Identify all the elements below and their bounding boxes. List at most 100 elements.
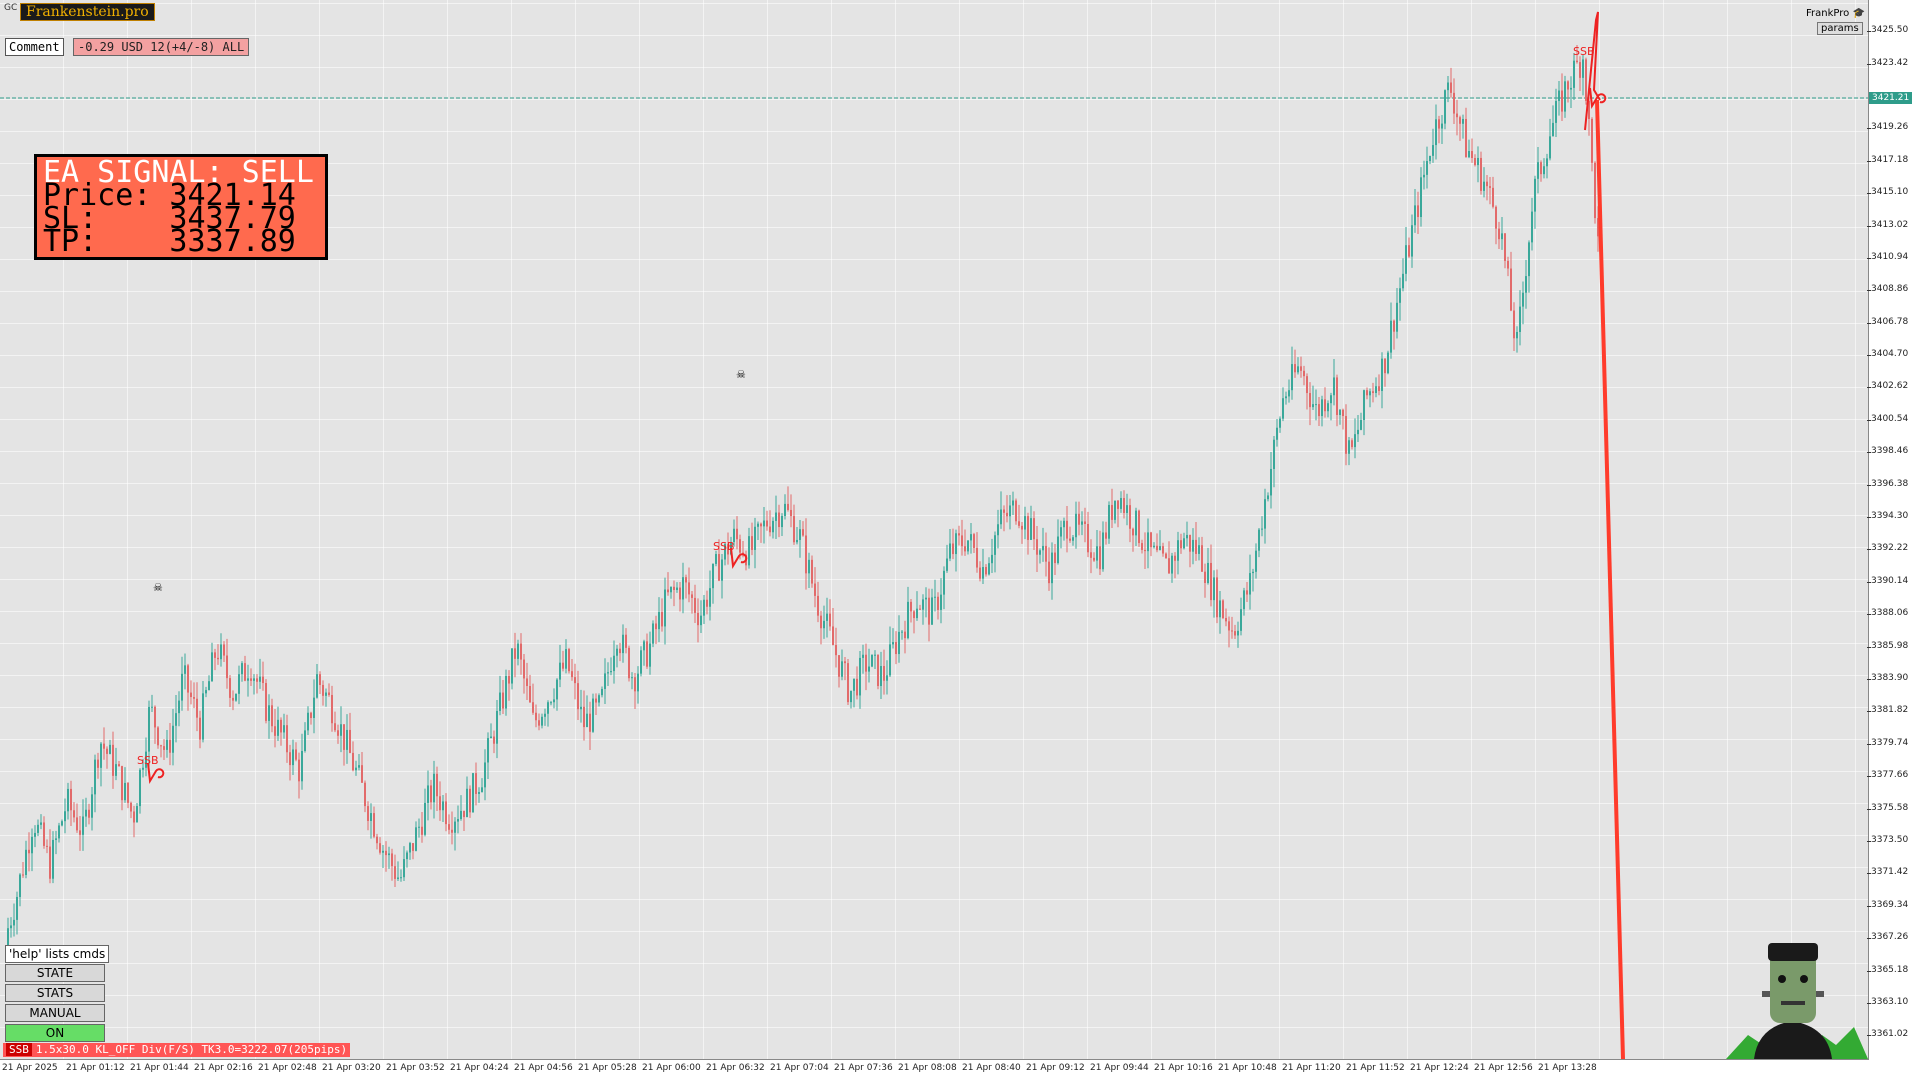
candle-body <box>1294 364 1296 373</box>
candle-body <box>808 559 810 574</box>
y-tick-label: 3388.06 <box>1866 608 1909 619</box>
y-tick-label: 3365.18 <box>1866 964 1909 975</box>
x-tick-label: 21 Apr 11:52 <box>1346 1063 1405 1073</box>
chart-area[interactable]: GC GC Frankenstein.pro Comment -0.29 USD… <box>0 0 1869 1060</box>
candle-body <box>646 641 648 667</box>
time-axis[interactable]: 21 Apr 2025 21 Apr 01:12 21 Apr 01:44 21 Ap… <box>0 1060 1920 1080</box>
x-tick-label: 21 Apr 2025 <box>2 1063 58 1073</box>
candle-body <box>1495 206 1497 229</box>
status-tag: SSB <box>6 1043 32 1056</box>
candle-body <box>1057 536 1059 564</box>
candle-body <box>1324 399 1326 412</box>
ssb-hook-marker <box>730 547 748 570</box>
x-tick-label: 21 Apr 01:44 <box>130 1063 189 1073</box>
candle-body <box>1192 539 1194 552</box>
y-tick-label: 3367.26 <box>1866 932 1909 943</box>
candle-body <box>388 853 390 856</box>
candle-body <box>583 706 585 728</box>
candle-body <box>511 648 513 684</box>
candle-body <box>295 749 297 760</box>
candle-body <box>958 533 960 536</box>
candle-body <box>1492 187 1494 207</box>
y-tick-label: 3392.22 <box>1866 543 1909 554</box>
candle-body <box>1327 403 1329 412</box>
candle-body <box>130 802 132 812</box>
candle-body <box>1075 513 1077 538</box>
candle-body <box>1366 390 1368 396</box>
candle-body <box>139 769 141 807</box>
candle-body <box>676 587 678 590</box>
candle-body <box>337 730 339 736</box>
candle-body <box>955 533 957 555</box>
params-button[interactable]: params <box>1817 22 1863 35</box>
candle-body <box>1180 540 1182 549</box>
candle-body <box>865 654 867 672</box>
candle-body <box>1390 320 1392 353</box>
candle-body <box>1498 228 1500 240</box>
state-button[interactable]: STATE <box>5 964 105 982</box>
candle-body <box>928 597 930 625</box>
candle-body <box>115 764 117 776</box>
y-tick-label: 3390.14 <box>1866 575 1909 586</box>
candle-body <box>856 678 858 696</box>
candle-body <box>793 516 795 543</box>
candle-body <box>655 623 657 630</box>
x-tick-label: 21 Apr 02:48 <box>258 1063 317 1073</box>
on-toggle-button[interactable]: ON <box>5 1024 105 1042</box>
x-tick-label: 21 Apr 06:32 <box>706 1063 765 1073</box>
candle-body <box>433 773 435 803</box>
manual-button[interactable]: MANUAL <box>5 1004 105 1022</box>
candle-body <box>1408 245 1410 257</box>
candle-body <box>214 652 216 658</box>
candle-body <box>271 705 273 727</box>
comment-button[interactable]: Comment <box>5 38 64 56</box>
candle-body <box>82 816 84 835</box>
candle-body <box>754 526 756 550</box>
candle-body <box>382 850 384 853</box>
candle-body <box>1360 419 1362 430</box>
candle-body <box>19 874 21 897</box>
candle-body <box>709 588 711 607</box>
candle-body <box>10 925 12 929</box>
candle-body <box>466 788 468 818</box>
candle-body <box>796 539 798 543</box>
signal-sl: SL: 3437.79 <box>43 201 296 236</box>
candle-body <box>1597 218 1599 237</box>
candle-body <box>259 676 261 682</box>
candle-body <box>1474 158 1476 166</box>
candle-body <box>712 563 714 589</box>
candle-body <box>994 535 996 555</box>
candle-body <box>460 810 462 820</box>
candle-body <box>1588 100 1590 119</box>
brand-logo[interactable]: Frankenstein.pro <box>20 3 155 21</box>
candle-body <box>622 634 624 654</box>
candle-body <box>1528 242 1530 277</box>
candle-body <box>1591 118 1593 163</box>
price-axis[interactable]: 3425.50 3423.42 3419.26 3417.18 3415.10 3413.… <box>1866 0 1920 1059</box>
x-tick-label: 21 Apr 03:20 <box>322 1063 381 1073</box>
candle-body <box>1090 552 1092 558</box>
candle-body <box>472 773 474 813</box>
x-tick-label: 21 Apr 11:20 <box>1282 1063 1341 1073</box>
candle-body <box>112 744 114 776</box>
candle-body <box>1534 178 1536 212</box>
candle-body <box>1105 532 1107 539</box>
x-tick-label: 21 Apr 01:12 <box>66 1063 125 1073</box>
signal-title: EA SIGNAL: SELL <box>43 155 314 190</box>
candle-body <box>1204 571 1206 583</box>
candle-body <box>127 782 129 803</box>
candle-body <box>1462 118 1464 124</box>
candle-body <box>643 641 645 651</box>
candle-body <box>763 520 765 527</box>
candle-body <box>772 520 774 533</box>
candle-body <box>946 558 948 571</box>
candle-body <box>1579 62 1581 78</box>
x-tick-label: 21 Apr 12:24 <box>1410 1063 1469 1073</box>
stats-button[interactable]: STATS <box>5 984 105 1002</box>
candle-body <box>1222 600 1224 618</box>
candle-body <box>244 663 246 681</box>
candle-body <box>1195 539 1197 554</box>
candle-body <box>907 601 909 639</box>
candle-body <box>517 643 519 659</box>
candle-body <box>1351 440 1353 448</box>
